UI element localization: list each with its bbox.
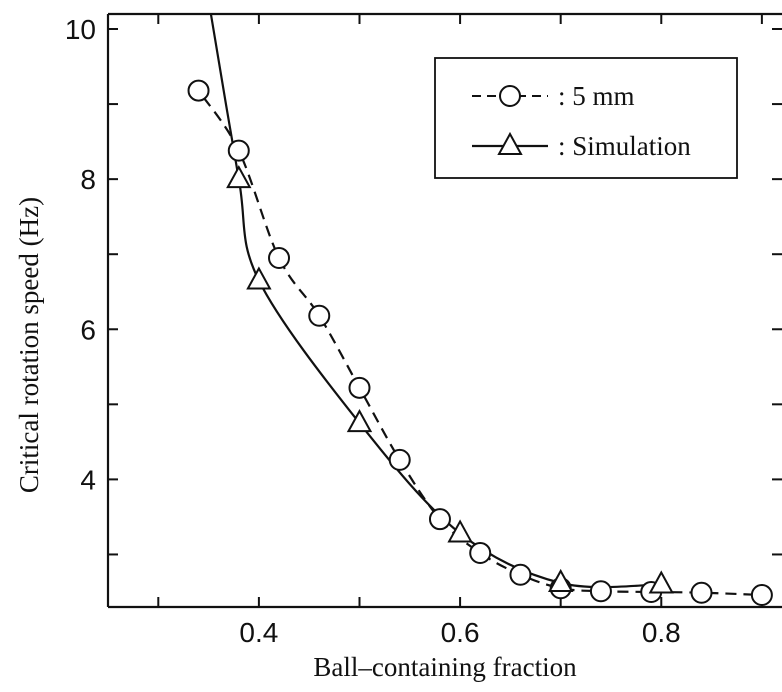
data-point-simulation — [226, 165, 252, 189]
y-tick-label: 8 — [80, 164, 96, 195]
data-point-5mm — [469, 541, 492, 564]
data-point-5mm — [589, 580, 612, 603]
series-line-5mm — [192, 82, 762, 597]
y-tick-label: 6 — [80, 314, 96, 345]
legend-label-simulation: : Simulation — [558, 131, 691, 161]
y-tick-label: 10 — [65, 14, 96, 45]
series-markers — [187, 79, 773, 606]
data-point-5mm — [690, 581, 713, 604]
plot-frame — [106, 12, 782, 609]
data-point-simulation — [648, 570, 674, 594]
legend-label-5mm: : 5 mm — [558, 81, 635, 111]
legend-marker-simulation — [497, 131, 523, 155]
data-point-5mm — [428, 508, 451, 531]
y-tick-label: 4 — [80, 464, 96, 495]
x-axis-title: Ball–containing fraction — [313, 652, 577, 682]
data-point-5mm — [388, 448, 411, 471]
data-point-simulation — [447, 519, 473, 543]
legend-box — [434, 57, 738, 179]
x-tick-label: 0.8 — [642, 617, 681, 648]
data-point-5mm — [187, 79, 210, 102]
x-tick-label: 0.6 — [441, 617, 480, 648]
legend: : 5 mm : Simulation — [434, 57, 738, 179]
x-tick-label: 0.4 — [239, 617, 278, 648]
y-axis-title: Critical rotation speed (Hz) — [14, 197, 44, 493]
legend-marker-5mm — [499, 85, 521, 107]
data-point-5mm — [509, 563, 532, 586]
data-point-5mm — [750, 583, 773, 606]
data-point-5mm — [308, 304, 331, 327]
axis-ticks: 0.4 0.6 0.8 4 6 8 10 — [65, 14, 782, 648]
data-point-simulation — [547, 568, 574, 592]
data-point-simulation — [346, 409, 373, 433]
data-point-5mm — [348, 376, 371, 399]
data-point-simulation — [246, 266, 272, 290]
data-point-5mm — [227, 139, 250, 162]
data-point-5mm — [268, 246, 291, 269]
